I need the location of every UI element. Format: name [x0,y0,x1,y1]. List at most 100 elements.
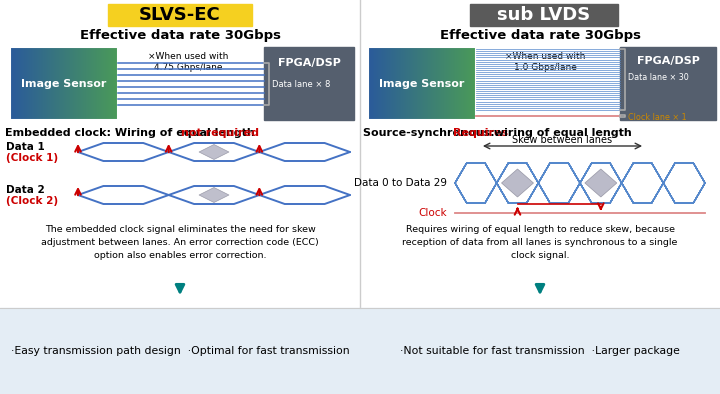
Text: Clock: Clock [418,208,447,218]
FancyBboxPatch shape [54,47,55,120]
FancyBboxPatch shape [71,47,72,120]
FancyBboxPatch shape [91,47,92,120]
FancyBboxPatch shape [444,47,445,120]
Text: Data lane × 8: Data lane × 8 [272,80,330,89]
Text: Requires wiring of equal length to reduce skew, because
reception of data from a: Requires wiring of equal length to reduc… [402,225,678,260]
Text: Effective data rate 30Gbps: Effective data rate 30Gbps [439,28,641,41]
FancyBboxPatch shape [446,47,447,120]
FancyBboxPatch shape [376,47,377,120]
Text: ·Easy transmission path design  ·Optimal for fast transmission: ·Easy transmission path design ·Optimal … [11,346,349,356]
Text: Data 0 to Data 29: Data 0 to Data 29 [354,178,447,188]
FancyBboxPatch shape [78,47,79,120]
Text: Data 1: Data 1 [6,142,45,152]
FancyBboxPatch shape [89,47,90,120]
FancyBboxPatch shape [28,47,29,120]
FancyBboxPatch shape [434,47,435,120]
FancyBboxPatch shape [442,47,443,120]
FancyBboxPatch shape [450,47,451,120]
FancyBboxPatch shape [102,47,103,120]
FancyBboxPatch shape [402,47,403,120]
FancyBboxPatch shape [423,47,424,120]
FancyBboxPatch shape [48,47,49,120]
FancyBboxPatch shape [17,47,18,120]
FancyBboxPatch shape [62,47,63,120]
FancyBboxPatch shape [26,47,27,120]
FancyBboxPatch shape [70,47,71,120]
FancyBboxPatch shape [58,47,59,120]
FancyBboxPatch shape [20,47,21,120]
FancyBboxPatch shape [43,47,44,120]
FancyBboxPatch shape [35,47,36,120]
Text: ×When used with
1.0 Gbps/lane: ×When used with 1.0 Gbps/lane [505,52,585,72]
FancyBboxPatch shape [407,47,408,120]
FancyBboxPatch shape [380,47,381,120]
FancyBboxPatch shape [18,47,19,120]
FancyBboxPatch shape [61,47,62,120]
FancyBboxPatch shape [111,47,112,120]
FancyBboxPatch shape [106,47,107,120]
Text: Skew between lanes: Skew between lanes [513,135,613,145]
FancyBboxPatch shape [432,47,433,120]
FancyBboxPatch shape [457,47,458,120]
FancyBboxPatch shape [427,47,428,120]
FancyBboxPatch shape [474,47,475,120]
FancyBboxPatch shape [92,47,93,120]
FancyBboxPatch shape [93,47,94,120]
FancyBboxPatch shape [378,47,379,120]
FancyBboxPatch shape [69,47,70,120]
Text: FPGA/DSP: FPGA/DSP [278,58,341,68]
FancyBboxPatch shape [96,47,97,120]
FancyBboxPatch shape [390,47,391,120]
FancyBboxPatch shape [73,47,74,120]
FancyBboxPatch shape [30,47,31,120]
FancyBboxPatch shape [436,47,437,120]
FancyBboxPatch shape [49,47,50,120]
FancyBboxPatch shape [421,47,422,120]
FancyBboxPatch shape [453,47,454,120]
FancyBboxPatch shape [377,47,378,120]
FancyBboxPatch shape [420,47,421,120]
FancyBboxPatch shape [426,47,427,120]
FancyBboxPatch shape [51,47,52,120]
FancyBboxPatch shape [53,47,54,120]
FancyBboxPatch shape [83,47,84,120]
FancyBboxPatch shape [39,47,40,120]
FancyBboxPatch shape [422,47,423,120]
FancyBboxPatch shape [468,47,469,120]
FancyBboxPatch shape [375,47,376,120]
FancyBboxPatch shape [105,47,106,120]
FancyBboxPatch shape [387,47,388,120]
FancyBboxPatch shape [383,47,384,120]
FancyBboxPatch shape [80,47,81,120]
FancyBboxPatch shape [79,47,80,120]
FancyBboxPatch shape [456,47,457,120]
FancyBboxPatch shape [466,47,467,120]
FancyBboxPatch shape [455,47,456,120]
FancyBboxPatch shape [32,47,33,120]
Text: Clock lane × 1: Clock lane × 1 [628,113,687,121]
Text: Source-synchronous:: Source-synchronous: [363,128,498,138]
FancyBboxPatch shape [469,47,470,120]
FancyBboxPatch shape [416,47,417,120]
FancyBboxPatch shape [24,47,25,120]
FancyBboxPatch shape [431,47,432,120]
FancyBboxPatch shape [82,47,83,120]
FancyBboxPatch shape [33,47,34,120]
FancyBboxPatch shape [384,47,385,120]
Text: Effective data rate 30Gbps: Effective data rate 30Gbps [79,28,281,41]
FancyBboxPatch shape [381,47,382,120]
FancyBboxPatch shape [56,47,57,120]
FancyBboxPatch shape [452,47,453,120]
FancyBboxPatch shape [470,47,471,120]
FancyBboxPatch shape [115,47,116,120]
FancyBboxPatch shape [16,47,17,120]
FancyBboxPatch shape [65,47,66,120]
FancyBboxPatch shape [398,47,399,120]
FancyBboxPatch shape [66,47,67,120]
Text: ×When used with
4.75 Gbps/lane: ×When used with 4.75 Gbps/lane [148,52,228,72]
FancyBboxPatch shape [382,47,383,120]
FancyBboxPatch shape [108,4,252,26]
FancyBboxPatch shape [399,47,400,120]
Text: not required: not required [181,128,259,138]
FancyBboxPatch shape [392,47,393,120]
